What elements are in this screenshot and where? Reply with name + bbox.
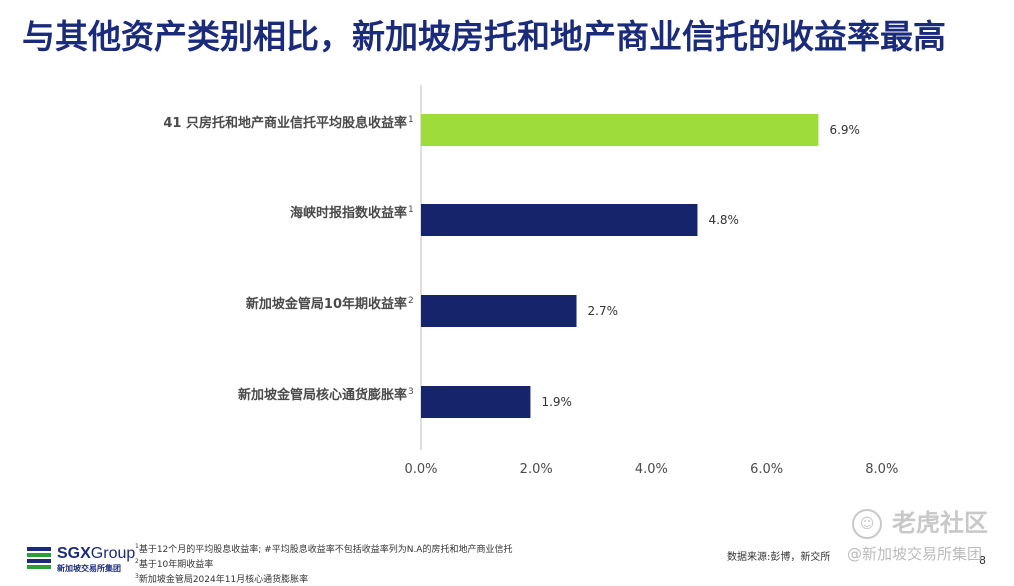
logo-subtitle: 新加坡交易所集团	[57, 564, 121, 573]
bar-1	[421, 114, 819, 146]
footnote-2: 2基于10年期收益率	[135, 558, 214, 570]
category-label-1: 41 只房托和地产商业信托平均股息收益率	[163, 115, 407, 131]
category-label-3: 新加坡金管局10年期收益率	[246, 296, 407, 312]
data-label-4: 1.9%	[541, 395, 572, 409]
chart-plot-area: 6.9%41 只房托和地产商业信托平均股息收益率 14.8%海峡时报指数收益率 12…	[163, 85, 898, 477]
x-tick-label-3: 4.0%	[635, 462, 668, 477]
logo-wordmark: SGXGroup	[57, 545, 136, 562]
x-tick-label-4: 6.0%	[750, 462, 783, 477]
footnotes: 1基于12个月的平均股息收益率; #平均股息收益率不包括收益率列为N.A的房托和…	[135, 541, 512, 586]
bar-2	[421, 204, 698, 236]
category-superscript-4: 3	[408, 387, 414, 397]
category-superscript-1: 1	[408, 115, 414, 125]
data-label-1: 6.9%	[829, 123, 860, 137]
category-label-4: 新加坡金管局核心通货膨胀率	[238, 387, 407, 403]
bar-4	[421, 386, 531, 418]
page-number: 8	[979, 554, 986, 567]
x-tick-label-5: 8.0%	[865, 462, 898, 477]
watermark-handle: @新加坡交易所集团	[847, 545, 983, 563]
x-tick-label-1: 0.0%	[404, 462, 437, 477]
data-label-2: 4.8%	[708, 213, 739, 227]
bar-3	[421, 295, 577, 327]
category-label-2: 海峡时报指数收益率	[290, 205, 407, 221]
footnote-3: 3新加坡金管局2024年11月核心通货膨胀率	[135, 573, 309, 585]
page-title: 与其他资产类别相比，新加坡房托和地产商业信托的收益率最高	[22, 17, 946, 56]
data-source: 数据来源:彭博，新交所	[727, 552, 831, 563]
watermark: ☺ 老虎社区	[852, 503, 988, 539]
category-superscript-2: 1	[408, 205, 414, 215]
watermark-logo-icon: ☺	[852, 509, 882, 539]
footnote-1: 1基于12个月的平均股息收益率; #平均股息收益率不包括收益率列为N.A的房托和…	[135, 543, 513, 555]
category-superscript-3: 2	[408, 296, 414, 306]
logo-bars-icon	[27, 547, 51, 571]
data-label-3: 2.7%	[588, 304, 619, 318]
x-tick-label-2: 2.0%	[520, 462, 553, 477]
